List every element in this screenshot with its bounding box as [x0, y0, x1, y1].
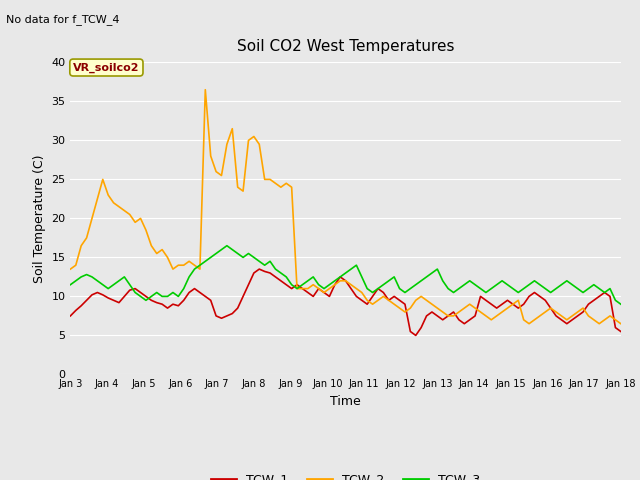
- Legend: TCW_1, TCW_2, TCW_3: TCW_1, TCW_2, TCW_3: [206, 468, 485, 480]
- Y-axis label: Soil Temperature (C): Soil Temperature (C): [33, 154, 46, 283]
- X-axis label: Time: Time: [330, 395, 361, 408]
- Title: Soil CO2 West Temperatures: Soil CO2 West Temperatures: [237, 39, 454, 54]
- Text: VR_soilco2: VR_soilco2: [73, 62, 140, 72]
- Text: No data for f_TCW_4: No data for f_TCW_4: [6, 14, 120, 25]
